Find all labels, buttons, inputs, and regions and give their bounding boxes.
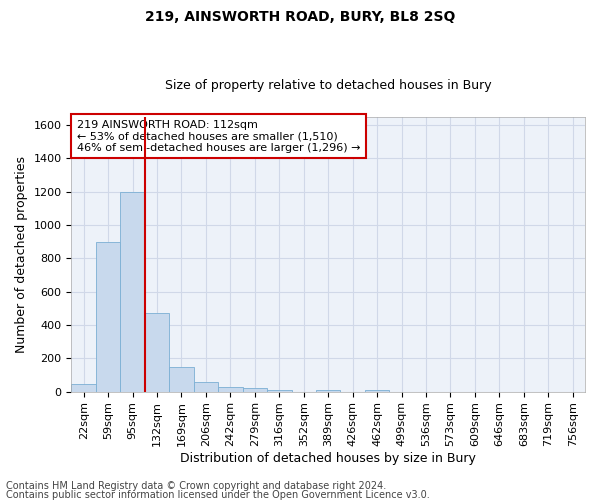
Bar: [316, 390, 340, 392]
Bar: [121, 192, 145, 392]
Y-axis label: Number of detached properties: Number of detached properties: [15, 156, 28, 352]
Bar: [96, 242, 121, 392]
Text: 219 AINSWORTH ROAD: 112sqm
← 53% of detached houses are smaller (1,510)
46% of s: 219 AINSWORTH ROAD: 112sqm ← 53% of deta…: [77, 120, 360, 152]
Bar: [145, 314, 169, 392]
Bar: [169, 366, 194, 392]
Bar: [71, 384, 96, 392]
Bar: [218, 386, 242, 392]
X-axis label: Distribution of detached houses by size in Bury: Distribution of detached houses by size …: [180, 452, 476, 465]
Title: Size of property relative to detached houses in Bury: Size of property relative to detached ho…: [165, 79, 491, 92]
Text: 219, AINSWORTH ROAD, BURY, BL8 2SQ: 219, AINSWORTH ROAD, BURY, BL8 2SQ: [145, 10, 455, 24]
Bar: [365, 390, 389, 392]
Bar: [194, 382, 218, 392]
Bar: [242, 388, 267, 392]
Bar: [267, 390, 292, 392]
Text: Contains public sector information licensed under the Open Government Licence v3: Contains public sector information licen…: [6, 490, 430, 500]
Text: Contains HM Land Registry data © Crown copyright and database right 2024.: Contains HM Land Registry data © Crown c…: [6, 481, 386, 491]
